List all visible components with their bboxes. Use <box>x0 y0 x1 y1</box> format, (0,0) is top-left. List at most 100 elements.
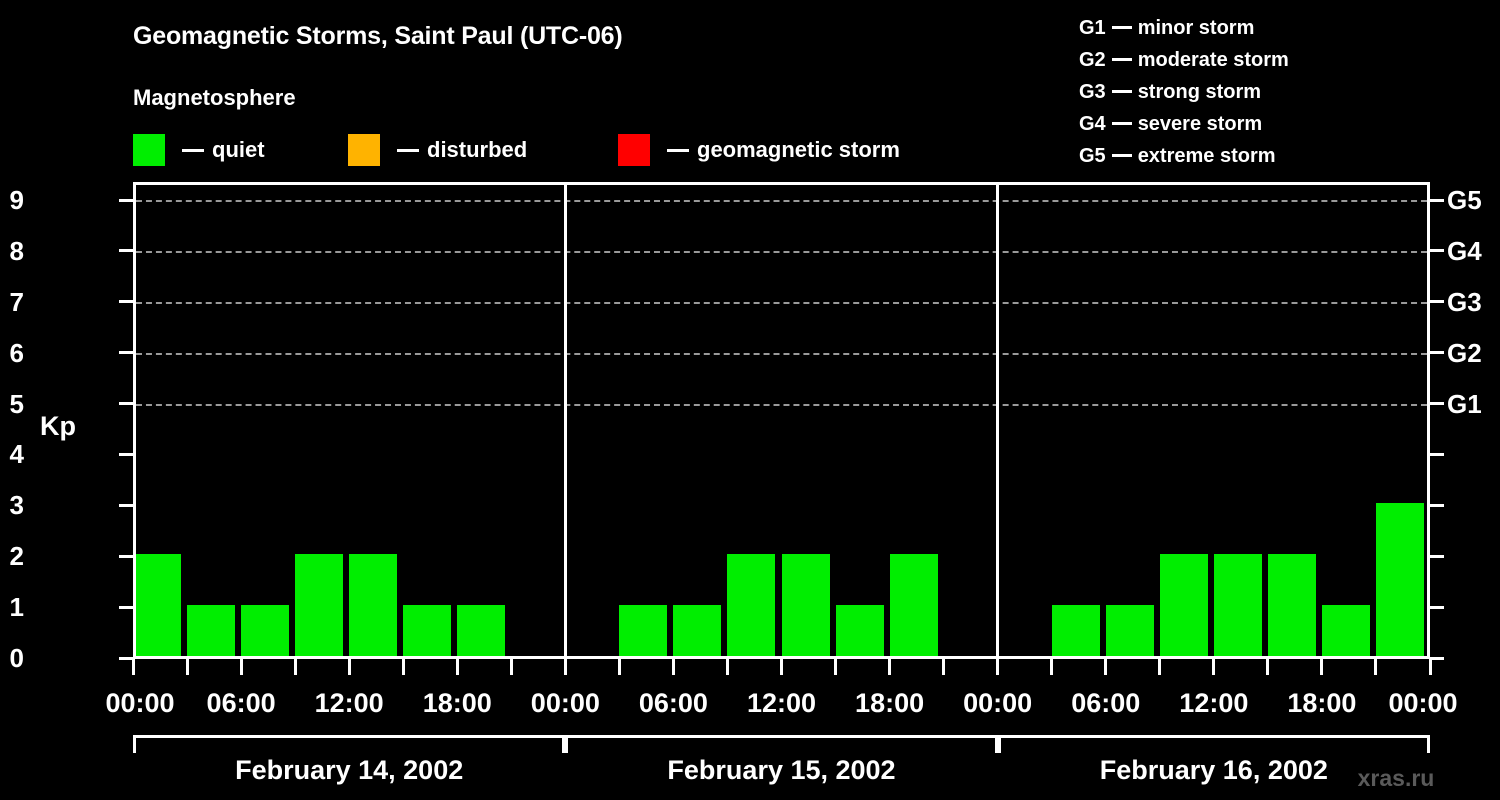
x-tick-mark-14 <box>888 659 892 675</box>
x-tick-mark-0 <box>131 659 135 675</box>
x-tick-label-1: 06:00 <box>206 688 276 718</box>
gscale-dash-icon <box>1111 122 1132 125</box>
legend-entry-disturbed: disturbed <box>348 133 527 167</box>
x-tick-mark-22 <box>1320 659 1324 675</box>
day-label-3: February 16, 2002 <box>1099 755 1328 785</box>
page-title: Geomagnetic Storms, Saint Paul (UTC-06) <box>133 22 623 50</box>
legend-label-disturbed: disturbed <box>427 137 528 162</box>
x-tick-mark-1 <box>185 659 189 675</box>
y-tick-mark-1 <box>119 605 133 609</box>
y-tick-mark-2 <box>119 554 133 558</box>
gscale-row-g4: G4 severe storm <box>1079 108 1289 140</box>
x-tick-mark-21 <box>1266 659 1270 675</box>
bar-day3-03-06 <box>1051 605 1100 656</box>
bar-day1-00-03 <box>136 554 182 656</box>
x-tick-mark-23 <box>1374 659 1378 675</box>
g-tick-mark-g4 <box>1430 249 1444 253</box>
day-separator-1 <box>563 185 567 656</box>
legend-label-quiet: quiet <box>212 137 265 162</box>
day-bracket-1 <box>133 735 566 753</box>
x-tick-label-8: 00:00 <box>963 688 1033 718</box>
g-tick-minor-4 <box>1430 452 1444 456</box>
g-tick-label-g1: G1 <box>1447 388 1482 419</box>
x-tick-mark-15 <box>942 659 946 675</box>
y-tick-mark-5 <box>119 402 133 406</box>
gscale-desc-g1: minor storm <box>1137 17 1255 39</box>
legend-swatch-geomagnetic-storm <box>618 134 650 166</box>
gscale-code-g1: G1 <box>1079 17 1106 39</box>
y-tick-mark-6 <box>119 351 133 355</box>
y-tick-mark-9 <box>119 198 133 202</box>
g-tick-minor-3 <box>1430 503 1444 507</box>
y-tick-mark-7 <box>119 300 133 304</box>
bar-day3-09-12 <box>1159 554 1208 656</box>
legend-dash-icon <box>397 148 419 152</box>
x-tick-label-10: 12:00 <box>1179 688 1249 718</box>
x-tick-label-12: 00:00 <box>1388 688 1458 718</box>
gscale-code-g5: G5 <box>1079 145 1106 167</box>
x-tick-mark-3 <box>293 659 297 675</box>
x-tick-label-5: 06:00 <box>638 688 708 718</box>
x-tick-mark-19 <box>1158 659 1162 675</box>
y-tick-label-7: 7 <box>9 286 24 317</box>
plot-area <box>133 182 1430 659</box>
gscale-dash-icon <box>1111 90 1132 93</box>
y-tick-label-0: 0 <box>9 643 24 673</box>
g-tick-minor-0 <box>1430 656 1444 660</box>
bar-day1-18-21 <box>457 605 506 656</box>
y-tick-mark-0 <box>119 656 133 660</box>
gridline-kp-7 <box>136 301 1427 304</box>
x-tick-mark-17 <box>1050 659 1054 675</box>
x-tick-label-7: 18:00 <box>855 688 925 718</box>
x-tick-mark-24 <box>1428 659 1432 675</box>
g-tick-mark-g3 <box>1430 300 1444 304</box>
x-tick-mark-10 <box>671 659 675 675</box>
y-tick-label-6: 6 <box>9 337 24 368</box>
x-tick-mark-9 <box>617 659 621 675</box>
y-tick-label-2: 2 <box>9 541 24 572</box>
plot-inner <box>136 185 1427 656</box>
x-tick-mark-7 <box>509 659 513 675</box>
x-tick-label-2: 12:00 <box>314 688 384 718</box>
bar-day2-09-12 <box>727 554 776 656</box>
gridline-kp-8 <box>136 250 1427 253</box>
y-tick-label-5: 5 <box>9 388 24 419</box>
x-tick-label-3: 18:00 <box>422 688 492 718</box>
x-tick-label-11: 18:00 <box>1287 688 1357 718</box>
x-tick-mark-16 <box>996 659 1000 675</box>
gscale-row-g5: G5 extreme storm <box>1079 140 1289 172</box>
gscale-dash-icon <box>1111 58 1132 61</box>
legend-swatch-quiet <box>133 134 165 166</box>
gscale-desc-g3: strong storm <box>1137 81 1262 103</box>
g-tick-label-g2: G2 <box>1447 337 1482 368</box>
gscale-dash-icon <box>1111 154 1132 157</box>
y-tick-mark-3 <box>119 503 133 507</box>
y-tick-mark-4 <box>119 452 133 456</box>
bar-day2-06-09 <box>673 605 722 656</box>
g-tick-minor-1 <box>1430 605 1444 609</box>
bar-day3-06-09 <box>1105 605 1154 656</box>
legend-entry-quiet: quiet <box>133 133 265 167</box>
y-tick-label-3: 3 <box>9 490 24 521</box>
x-tick-label-6: 12:00 <box>746 688 817 718</box>
chart-subtitle: Magnetosphere <box>133 85 296 110</box>
g-tick-minor-2 <box>1430 554 1444 558</box>
x-tick-mark-13 <box>834 659 838 675</box>
gscale-code-g3: G3 <box>1079 81 1106 103</box>
gscale-code-g2: G2 <box>1079 49 1106 71</box>
g-tick-mark-g1 <box>1430 402 1444 406</box>
x-tick-mark-20 <box>1212 659 1216 675</box>
bar-day2-12-15 <box>781 554 830 656</box>
gridline-kp-5 <box>136 403 1427 406</box>
y-tick-label-9: 9 <box>9 185 24 215</box>
g-tick-label-g3: G3 <box>1447 286 1482 317</box>
bar-day3-21-24 <box>1375 503 1424 656</box>
day-bracket-2 <box>565 735 998 753</box>
x-tick-mark-8 <box>563 659 567 675</box>
legend-entry-geomagnetic-storm: geomagnetic storm <box>618 133 900 167</box>
y-tick-label-4: 4 <box>9 439 24 470</box>
gscale-desc-g4: severe storm <box>1137 113 1263 135</box>
bar-day1-12-15 <box>349 554 398 656</box>
day-separator-2 <box>996 185 1000 656</box>
legend-swatch-disturbed <box>348 134 380 166</box>
